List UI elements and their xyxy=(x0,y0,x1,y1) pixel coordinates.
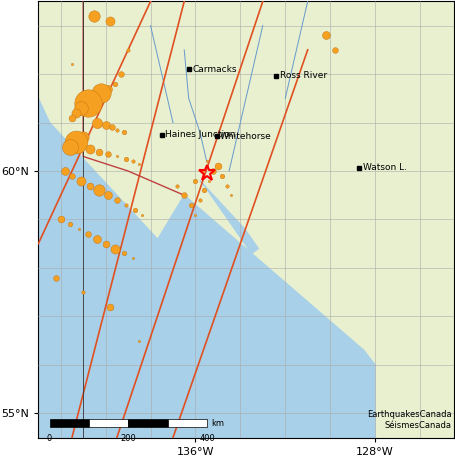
Polygon shape xyxy=(200,181,258,253)
Text: EarthquakesCanada
SéismesCanada: EarthquakesCanada SéismesCanada xyxy=(367,409,451,431)
Bar xyxy=(89,419,128,427)
Text: km: km xyxy=(212,419,225,428)
Text: Ross River: Ross River xyxy=(280,71,327,80)
Text: Watson L.: Watson L. xyxy=(363,163,407,172)
Text: Haines Junction: Haines Junction xyxy=(165,130,236,139)
Bar xyxy=(128,419,168,427)
Text: Whitehorse: Whitehorse xyxy=(220,131,272,141)
Text: 200: 200 xyxy=(121,434,136,443)
Bar xyxy=(50,419,89,427)
Polygon shape xyxy=(38,195,375,437)
Bar xyxy=(168,419,207,427)
Text: 0: 0 xyxy=(47,434,52,443)
Text: Carmacks: Carmacks xyxy=(192,65,237,74)
Text: 400: 400 xyxy=(199,434,215,443)
Polygon shape xyxy=(38,98,229,437)
